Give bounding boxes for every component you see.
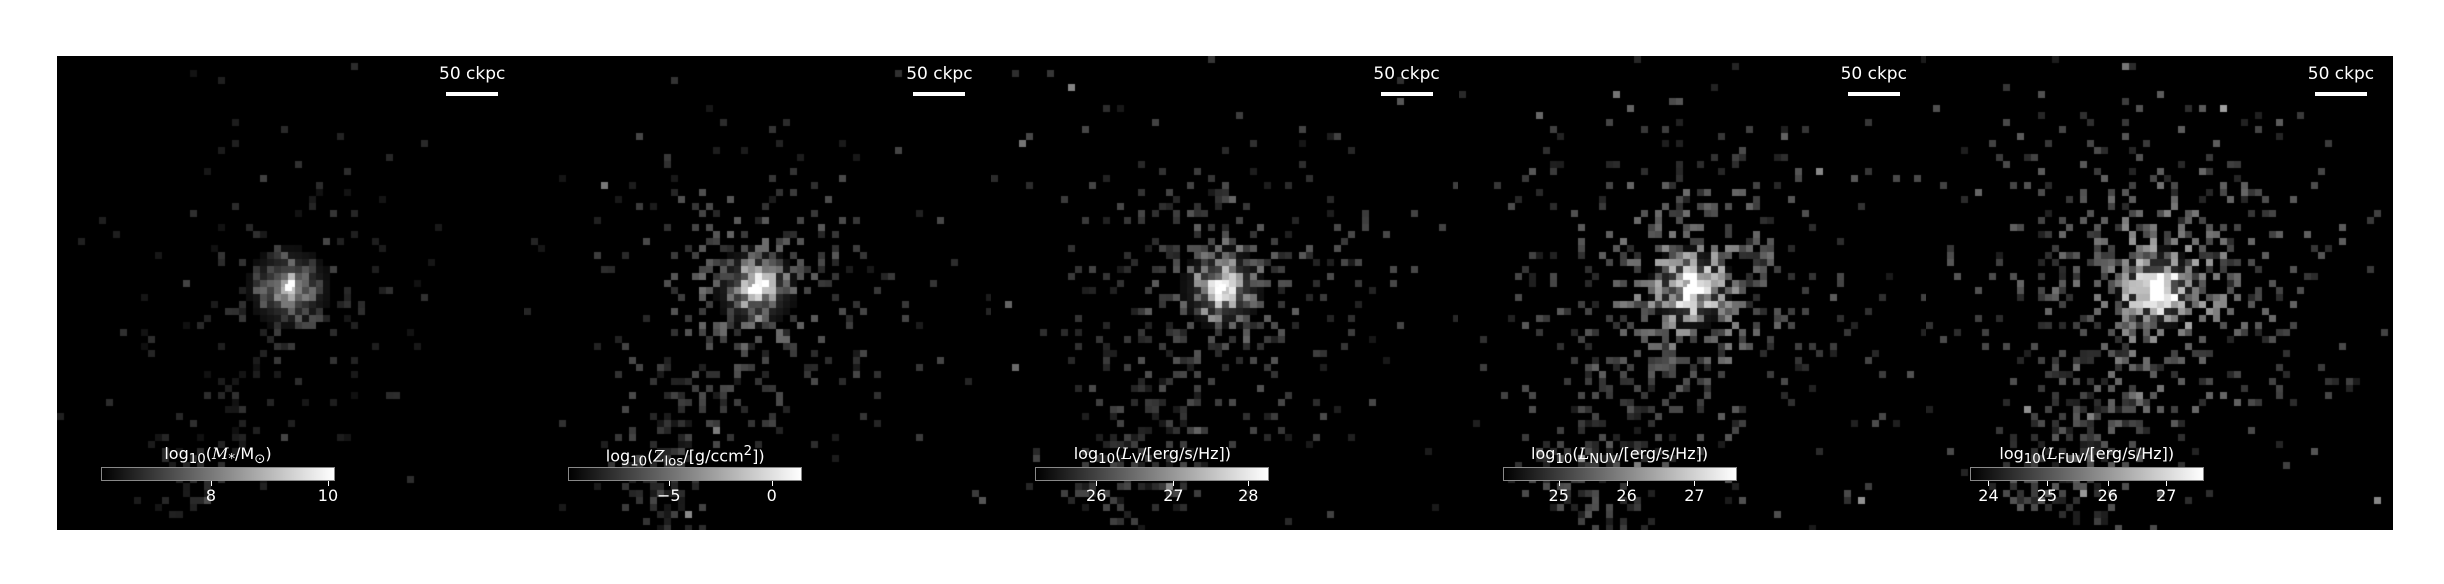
cbar-unit: /[g/ccm [683,446,744,466]
colorbar-tick-label: −5 [657,486,681,505]
scalebar-label: 50 ckpc [906,64,973,84]
scalebar-line [1380,92,1433,96]
scalebar-line [1847,92,1900,96]
scalebar-label: 50 ckpc [1840,64,1907,84]
cbar-variable-sub: V [1131,452,1142,468]
colorbar-tick-label: 8 [205,486,217,505]
colorbar-tick-label: 26 [2097,486,2118,505]
scalebar-label: 50 ckpc [1373,64,1440,84]
pixel-map-v-band [991,56,1459,530]
panel-stellar-mass: 50 ckpc log10(M*/M⊙) 8 10 [57,56,525,530]
colorbar-tick [668,481,670,486]
colorbar-tick [1694,481,1696,486]
colorbar-tick [327,481,329,486]
colorbar-label: log10(M*/M⊙) [164,444,272,468]
colorbar-tick-label: 28 [1238,486,1259,505]
panel-nuv-band: 50 ckpc log10(LNUV/[erg/s/Hz]) 25 26 27 [1458,56,1926,530]
colorbar-tick-label: 27 [1163,486,1184,505]
cbar-log-base: 10 [1555,452,1573,468]
cbar-unit: /[erg/s/Hz] [1618,444,1702,463]
colorbar [101,467,335,481]
colorbar [1035,467,1270,481]
colorbar-tick-label: 0 [766,486,777,505]
colorbar-tick [1558,481,1560,486]
scalebar-line [913,92,966,96]
pixel-map-fuv-band [1925,56,2393,530]
colorbar-tick [1096,481,1098,486]
cbar-unit: /M [235,444,255,463]
colorbar-label: log10(LV/[erg/s/Hz]) [1073,444,1232,468]
scalebar-label: 50 ckpc [439,64,506,84]
scalebar-label: 50 ckpc [2307,64,2375,84]
colorbar-tick-label: 27 [2156,486,2177,505]
cbar-variable: L [2046,444,2058,463]
cbar-log-base: 10 [2023,452,2041,468]
cbar-unit: /[erg/s/Hz] [2084,444,2168,463]
cbar-unit-sub: ⊙ [254,452,266,468]
cbar-log: log [1073,444,1099,463]
cbar-tail: ) [2167,444,2175,463]
panel-metal-column: 50 ckpc log10(Zlos/[g/ccm2]) −5 0 [524,56,992,530]
cbar-unit: /[erg/s/Hz] [1141,444,1225,463]
panel-v-band: 50 ckpc log10(LV/[erg/s/Hz]) 26 27 28 [991,56,1459,530]
cbar-log: log [1531,444,1556,463]
cbar-variable: L [1121,444,1132,463]
colorbar-tick [1173,481,1175,486]
cbar-unit-sup: 2 [743,444,753,459]
pixel-map-nuv-band [1458,56,1926,530]
colorbar-tick [1248,481,1250,486]
cbar-variable: Z [653,446,665,466]
colorbar-tick [2046,481,2048,486]
colorbar [1502,467,1737,481]
panel-fuv-band: 50 ckpc log10(LFUV/[erg/s/Hz]) 24 25 26 27 [1925,56,2393,530]
colorbar-tick [1988,481,1990,486]
cbar-log-base: 10 [630,454,648,470]
cbar-tail: ) [1701,444,1709,463]
colorbar-tick-label: 25 [1548,486,1569,505]
cbar-variable-sub: * [228,452,236,468]
cbar-variable-sub: los [664,454,684,470]
colorbar-tick [210,481,212,486]
colorbar-tick [1626,481,1628,486]
colorbar-tick-label: 10 [317,486,339,505]
cbar-log-base: 10 [188,452,206,468]
cbar-log-base: 10 [1098,452,1116,468]
scalebar-line [446,92,499,96]
colorbar [568,467,803,481]
colorbar-tick [771,481,773,486]
scalebar-line [2314,92,2367,96]
colorbar-tick-label: 26 [1616,486,1637,505]
cbar-log: log [605,446,631,466]
cbar-variable: M [211,444,229,463]
colorbar-tick-label: 24 [1978,486,1999,505]
cbar-log: log [1999,444,2024,463]
colorbar-label: log10(LNUV/[erg/s/Hz]) [1531,444,1709,468]
pixel-map-metal-column [524,56,992,530]
colorbar [1969,467,2204,481]
colorbar-label: log10(LFUV/[erg/s/Hz]) [1999,444,2175,468]
pixel-map-stellar-mass [57,56,524,530]
cbar-tail: ) [265,444,272,463]
colorbar-tick-label: 25 [2036,486,2058,505]
colorbar-tick [2107,481,2109,486]
colorbar-label: log10(Zlos/[g/ccm2]) [605,444,765,470]
colorbar-tick-label: 26 [1086,486,1107,505]
cbar-variable-sub: NUV [1589,452,1619,468]
cbar-log: log [164,444,189,463]
cbar-variable: L [1578,444,1590,463]
cbar-tail: ]) [752,446,765,466]
cbar-variable-sub: FUV [2057,452,2085,468]
colorbar-tick-label: 27 [1684,486,1705,505]
galaxy-image-strip: 50 ckpc log10(M*/M⊙) 8 10 50 ckpc log10(Zlos/… [57,56,2393,530]
colorbar-tick [2166,481,2168,486]
cbar-tail: ) [1224,444,1232,463]
